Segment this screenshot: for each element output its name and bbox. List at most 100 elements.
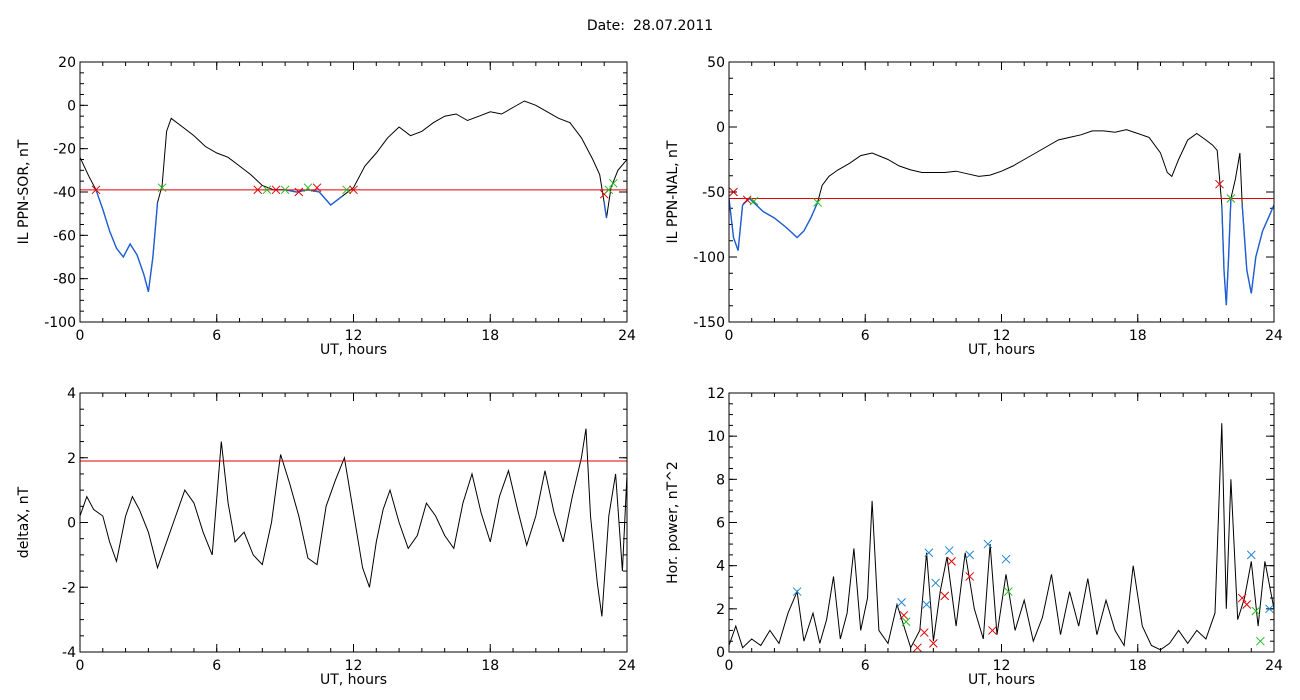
marker-red — [988, 626, 997, 635]
marker-green — [1003, 587, 1013, 596]
marker-red — [940, 591, 950, 601]
marker-green — [608, 178, 618, 188]
y-tick-label: 2 — [67, 451, 76, 467]
x-tick-label: 12 — [345, 328, 363, 344]
plot-p2: 0 6 12 18 24 -150 -100 -50 0 50 UT, hours IL PPN-NA… — [665, 55, 1283, 358]
series-line — [80, 100, 627, 292]
x-tick-label: 24 — [1265, 328, 1283, 344]
marker-blue — [931, 578, 940, 588]
marker-green — [303, 183, 313, 193]
x-axis-label: UT, hours — [320, 342, 387, 358]
marker-red — [919, 628, 929, 637]
y-tick-label: -100 — [44, 315, 76, 331]
y-tick-label: -20 — [53, 142, 76, 158]
y-tick-label: -2 — [62, 580, 76, 596]
marker-blue — [944, 546, 954, 555]
y-tick-label: 50 — [707, 55, 725, 71]
below-threshold-segment — [1241, 204, 1274, 294]
y-axis-label: deltaX, nT — [16, 486, 32, 558]
y-tick-label: -100 — [693, 250, 725, 266]
y-tick-label: -80 — [53, 272, 76, 288]
y-tick-label: -40 — [53, 185, 76, 201]
marker-green — [1226, 194, 1236, 203]
x-tick-label: 0 — [76, 328, 85, 344]
marker-green — [813, 198, 822, 207]
series-line — [80, 428, 627, 617]
marker-blue — [792, 587, 802, 596]
y-tick-label: 6 — [716, 516, 725, 532]
x-tick-label: 6 — [861, 658, 870, 674]
plot-area — [80, 428, 627, 617]
y-tick-label: 8 — [716, 472, 725, 488]
y-tick-label: 0 — [67, 516, 76, 532]
y-tick-label: 20 — [58, 55, 76, 71]
marker-red — [1242, 600, 1252, 609]
date-label: Date: — [586, 18, 625, 34]
marker-red — [271, 185, 281, 195]
marker-green — [604, 185, 614, 195]
marker-red — [91, 185, 101, 195]
x-tick-label: 18 — [481, 328, 499, 344]
marker-red — [913, 643, 922, 652]
x-tick-label: 12 — [993, 658, 1011, 674]
marker-red — [729, 187, 738, 197]
y-tick-label: 0 — [716, 120, 725, 136]
y-tick-label: 4 — [67, 386, 76, 402]
x-tick-label: 6 — [212, 328, 221, 344]
marker-red — [899, 610, 909, 620]
y-axis-label: Hor. power, nT^2 — [665, 461, 681, 584]
x-tick-label: 24 — [1265, 658, 1283, 674]
y-tick-label: 0 — [67, 98, 76, 114]
series-line — [729, 423, 1274, 651]
y-tick-label: 12 — [707, 386, 725, 402]
marker-red — [929, 639, 938, 648]
x-tick-label: 18 — [1129, 658, 1147, 674]
x-tick-label: 0 — [725, 328, 734, 344]
x-tick-label: 0 — [725, 658, 734, 674]
marker-blue — [965, 550, 975, 560]
below-threshold-segment — [1221, 198, 1232, 306]
marker-green — [901, 617, 911, 627]
y-tick-label: 4 — [716, 559, 725, 575]
x-tick-label: 18 — [481, 658, 499, 674]
plot-frame — [79, 392, 628, 653]
x-tick-label: 24 — [618, 328, 636, 344]
marker-green — [342, 185, 352, 195]
marker-green — [157, 183, 167, 193]
marker-blue — [922, 600, 931, 609]
y-axis-label: IL PPN-NAL, nT — [665, 140, 681, 243]
plot-p1: 0 6 12 18 24 -100 -80 -60 -40 -20 0 20 UT, hours IL P… — [16, 55, 636, 358]
marker-blue — [983, 539, 993, 549]
marker-blue — [924, 548, 934, 558]
marker-red — [253, 185, 263, 195]
y-tick-label: 2 — [716, 602, 725, 618]
marker-red — [965, 572, 975, 581]
x-tick-label: 12 — [993, 328, 1011, 344]
plot-frame — [79, 61, 628, 323]
y-tick-label: 0 — [716, 645, 725, 661]
marker-green — [262, 185, 272, 195]
marker-blue — [1265, 604, 1274, 614]
x-axis-label: UT, hours — [320, 672, 387, 688]
y-tick-label: -150 — [693, 315, 725, 331]
x-tick-label: 6 — [212, 658, 221, 674]
y-tick-label: -60 — [53, 228, 76, 244]
marker-green — [749, 196, 759, 206]
x-tick-label: 6 — [861, 328, 870, 344]
y-axis-label: IL PPN-SOR, nT — [16, 139, 32, 244]
y-tick-label: -50 — [702, 185, 725, 201]
marker-blue — [897, 598, 906, 607]
plot-area — [729, 423, 1274, 652]
plot-area — [80, 100, 627, 292]
x-tick-label: 0 — [76, 658, 85, 674]
marker-green — [1256, 636, 1265, 646]
x-tick-label: 18 — [1129, 328, 1147, 344]
marker-blue — [1246, 550, 1256, 560]
x-tick-label: 24 — [618, 658, 636, 674]
figure-title: Date: 28.07.2011 — [0, 18, 1300, 34]
marker-red — [742, 195, 752, 205]
marker-red — [1237, 593, 1247, 603]
below-threshold-segment — [273, 189, 343, 206]
